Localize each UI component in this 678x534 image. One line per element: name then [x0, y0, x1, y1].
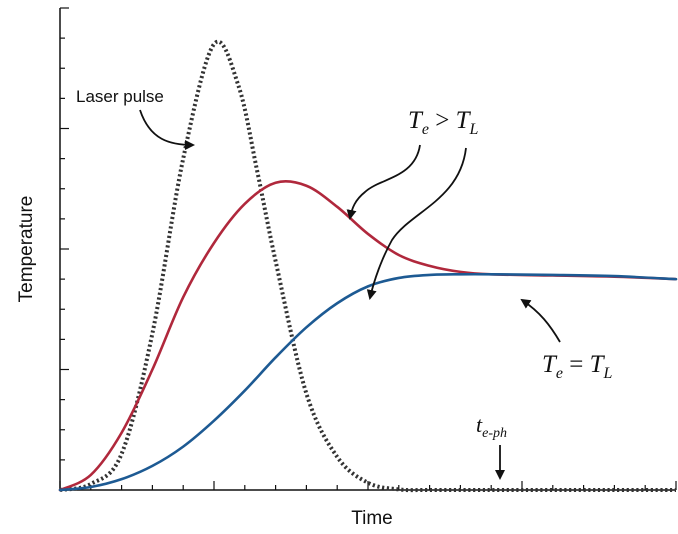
x-axis-label: Time [351, 508, 393, 529]
te-greater-tl-label: Te > TL [408, 107, 479, 138]
te-gt-arrow-electron [346, 144, 421, 220]
te-equal-tl-label: Te = TL [542, 351, 613, 382]
laser-pulse-label: Laser pulse [76, 87, 164, 106]
te-gt-arrow-lattice [366, 147, 467, 300]
y-axis-label: Temperature [16, 196, 37, 303]
y-ticks [60, 7, 69, 491]
te-eq-arrow [520, 298, 561, 343]
series-layer [58, 39, 678, 493]
te-ph-label: te-ph [476, 412, 507, 441]
lattice-series-line [58, 272, 678, 492]
laser-series-line [59, 39, 676, 493]
axes [59, 7, 677, 491]
laser-pulse-arrow [139, 109, 195, 150]
